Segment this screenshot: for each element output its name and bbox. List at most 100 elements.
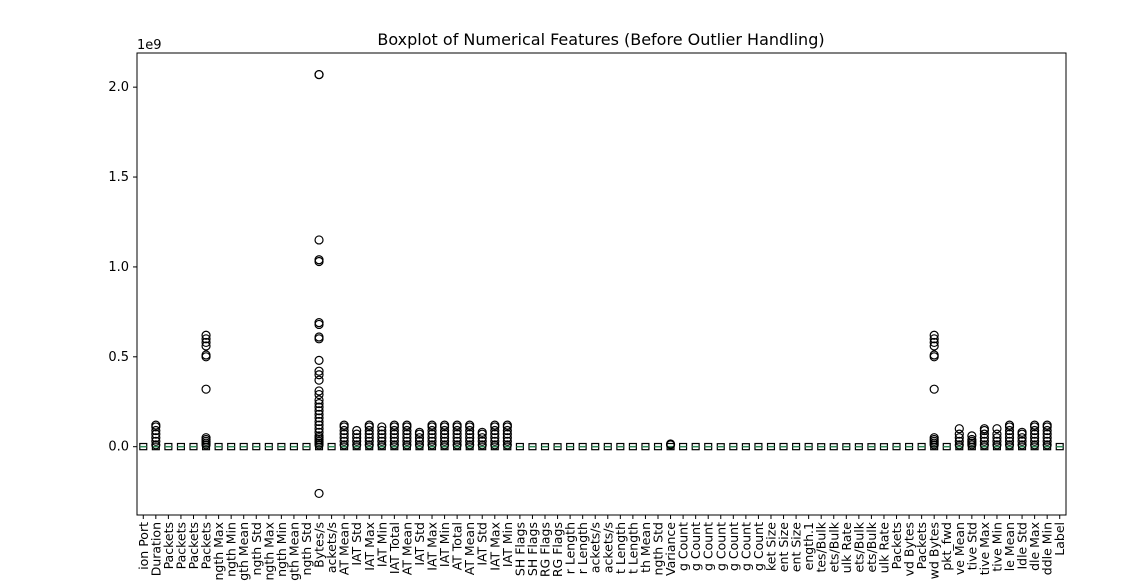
box-71 <box>1030 420 1040 451</box>
outlier-point <box>452 433 462 443</box>
x-tick-label: ets/Bulk <box>826 521 841 572</box>
outlier-point <box>1017 440 1027 450</box>
box-16 <box>339 420 349 451</box>
box-72 <box>1042 420 1052 451</box>
outlier-point <box>427 429 437 439</box>
x-tick-label: IAT Std <box>349 522 364 566</box>
outlier-point <box>1042 440 1052 450</box>
box-36 <box>591 442 600 451</box>
outlier-point <box>314 420 324 430</box>
box-58 <box>867 443 876 451</box>
outlier-point <box>1030 436 1040 446</box>
x-tick-label: g Count <box>751 522 766 571</box>
x-tick-label: RG Flags <box>550 522 565 577</box>
x-tick-label: Packets <box>173 522 188 569</box>
x-tick-label: AT Mean <box>399 522 414 575</box>
x-axis: ion PortDurationPacketsPacketsPacketsPac… <box>136 515 1067 581</box>
outlier-point <box>389 436 399 446</box>
outlier-point <box>465 429 475 439</box>
box-62 <box>917 442 926 451</box>
y-axis: 0.0 0.5 1.0 1.5 2.0 <box>108 80 137 455</box>
outlier-point <box>477 427 487 437</box>
outlier-point <box>929 384 939 394</box>
outlier-point <box>314 255 324 265</box>
x-tick-label: ent Size <box>789 522 804 572</box>
box-65 <box>954 424 964 451</box>
outlier-point <box>954 429 964 439</box>
outlier-point <box>314 424 324 434</box>
box-63 <box>929 330 939 451</box>
box-45 <box>704 442 713 451</box>
outlier-point <box>427 420 437 430</box>
outlier-point <box>377 440 387 450</box>
outlier-point <box>502 436 512 446</box>
outlier-point <box>201 350 211 360</box>
outlier-point <box>314 375 324 385</box>
x-tick-label: IAT Max <box>362 522 377 571</box>
outlier-point <box>339 425 349 436</box>
outlier-point <box>992 424 1002 434</box>
y-tick-label: 1.5 <box>108 170 129 185</box>
outlier-point <box>1042 420 1052 430</box>
outlier-point <box>314 370 324 380</box>
box-60 <box>892 442 901 451</box>
box-22 <box>414 427 425 451</box>
x-tick-label: ent Size <box>776 522 791 572</box>
outlier-point <box>314 318 324 328</box>
x-tick-label: ket Size <box>763 522 778 571</box>
outlier-point <box>954 440 964 450</box>
box-64 <box>942 442 951 451</box>
outlier-point <box>402 440 412 450</box>
box-34 <box>566 442 575 451</box>
outlier-point <box>979 436 989 446</box>
outlier-point <box>439 433 450 443</box>
outlier-point <box>352 429 362 439</box>
outlier-point <box>339 433 349 443</box>
outlier-point <box>1017 436 1027 446</box>
outlier-point <box>201 433 211 443</box>
outlier-point <box>452 425 462 436</box>
box-43 <box>679 442 688 451</box>
outlier-point <box>402 436 412 446</box>
box-3 <box>176 442 185 451</box>
outlier-point <box>1030 425 1040 436</box>
chart-title: Boxplot of Numerical Features (Before Ou… <box>377 30 824 49</box>
outlier-point <box>929 334 939 344</box>
x-tick-label: pkt_fwd <box>939 522 954 571</box>
x-tick-label: IAT Std <box>475 522 490 566</box>
outlier-point <box>1042 425 1052 436</box>
x-tick-label: dle Max <box>1027 522 1042 571</box>
x-tick-label: ngth Max <box>211 522 226 581</box>
box-68 <box>992 424 1002 451</box>
x-tick-label: Packets <box>889 522 904 569</box>
outlier-point <box>339 436 349 446</box>
box-11 <box>277 442 286 451</box>
x-tick-label: ulk Rate <box>876 522 891 574</box>
outlier-point <box>402 425 412 436</box>
x-tick-label: IAT Min <box>374 522 389 567</box>
outlier-point <box>502 433 512 443</box>
box-67 <box>979 424 989 451</box>
box-5 <box>201 330 211 451</box>
outlier-point <box>490 425 500 436</box>
y-axis-multiplier: 1e9 <box>137 38 162 53</box>
outlier-point <box>352 425 362 436</box>
outlier-point <box>352 433 362 443</box>
x-tick-label: ets/Bulk <box>864 521 879 572</box>
x-tick-label: ength.1 <box>801 522 816 570</box>
outlier-point <box>377 436 387 446</box>
x-tick-label: IAT Max <box>425 522 440 571</box>
box-37 <box>603 442 612 451</box>
box-66 <box>967 431 977 451</box>
outlier-point <box>1030 429 1040 439</box>
outlier-point <box>502 420 512 430</box>
outlier-point <box>979 433 989 443</box>
outlier-point <box>954 436 964 446</box>
box-24 <box>439 420 450 451</box>
box-19 <box>377 422 387 451</box>
box-55 <box>829 443 838 451</box>
outlier-point <box>377 429 387 439</box>
outlier-point <box>979 429 989 439</box>
x-tick-label: gth Mean <box>286 522 301 581</box>
x-tick-label: IAT Min <box>437 522 452 567</box>
